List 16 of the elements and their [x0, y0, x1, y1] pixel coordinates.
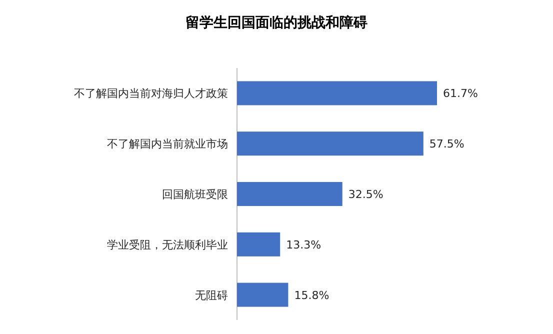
data-label: 57.5%: [429, 138, 464, 151]
bar: [237, 182, 342, 206]
y-tick-label: 不了解国内当前就业市场: [107, 138, 228, 151]
y-tick-label: 学业受阻，无法顺利毕业: [107, 238, 228, 252]
data-label: 13.3%: [286, 238, 322, 252]
bar: [237, 132, 424, 156]
y-tick-label: 无阻碍: [195, 288, 228, 302]
chart-title: 留学生回国面临的挑战和障碍: [186, 14, 368, 31]
bar: [237, 282, 288, 307]
data-label: 15.8%: [294, 288, 330, 302]
y-tick-label: 回国航班受限: [162, 188, 228, 201]
bar: [237, 232, 280, 256]
data-label: 32.5%: [348, 188, 384, 201]
data-label: 61.7%: [443, 87, 478, 100]
bar: [237, 81, 437, 106]
y-tick-label: 不了解国内当前对海归人才政策: [74, 87, 228, 100]
